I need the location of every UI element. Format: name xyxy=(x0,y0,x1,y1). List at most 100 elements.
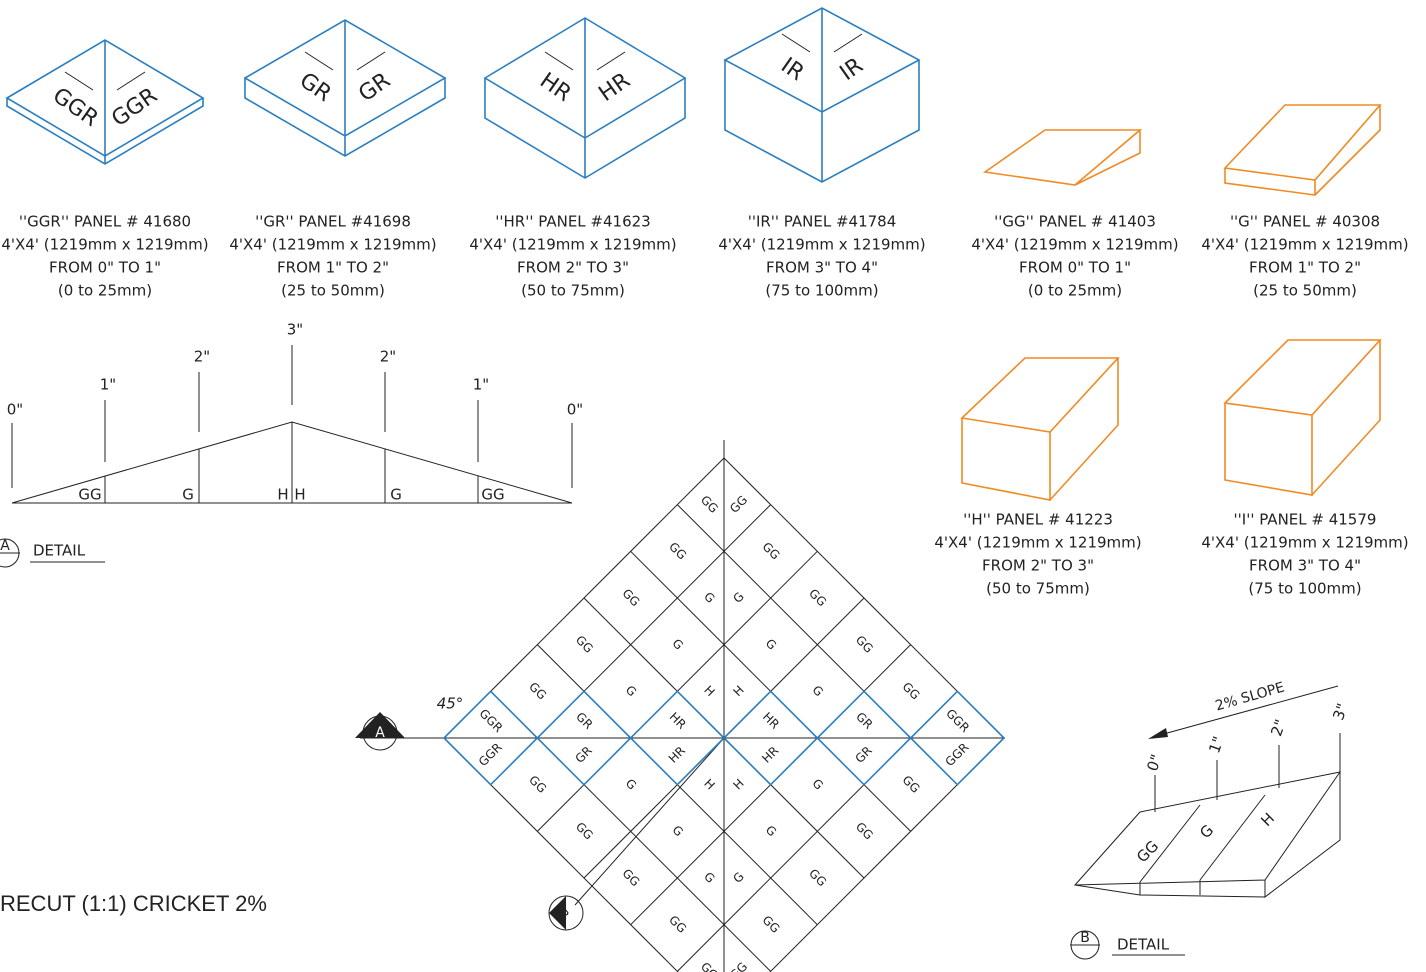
panel-mm: (50 to 75mm) xyxy=(521,282,625,300)
blue-cell xyxy=(816,690,912,786)
arrow xyxy=(356,51,386,71)
panel-range: FROM 3" TO 4" xyxy=(766,259,878,277)
cell-label: G xyxy=(701,869,717,885)
panel-mm: (0 to 25mm) xyxy=(58,282,152,300)
panel-range: FROM 0" TO 1" xyxy=(49,259,161,277)
panel-size: 4'X4' (1219mm x 1219mm) xyxy=(469,236,676,254)
panel-mm: (25 to 50mm) xyxy=(1253,282,1357,300)
cell-label: HR xyxy=(759,744,781,766)
marker-arrow xyxy=(355,712,405,738)
cell-label: GG xyxy=(619,586,642,609)
detail-b-wedge xyxy=(1073,733,1342,899)
panel-mm: (0 to 25mm) xyxy=(1028,282,1122,300)
cell-label: GG xyxy=(759,539,782,562)
height-label: 1" xyxy=(1205,734,1228,756)
cell-label: GGR xyxy=(477,706,506,735)
section-label: GG xyxy=(481,486,504,504)
panel-mark: GGR xyxy=(107,83,162,132)
panel-size: 4'X4' (1219mm x 1219mm) xyxy=(1201,236,1408,254)
cell-label: GG xyxy=(698,493,721,516)
blue-cell xyxy=(722,690,819,786)
cell-label: G xyxy=(669,636,685,652)
panel-range: FROM 3" TO 4" xyxy=(1249,557,1361,575)
cell-label: H xyxy=(701,776,717,792)
panel-size: 4'X4' (1219mm x 1219mm) xyxy=(934,534,1141,552)
gg-icon xyxy=(982,129,1143,186)
panel-icon xyxy=(243,19,447,157)
cell-label: GG xyxy=(526,679,549,702)
arrow xyxy=(833,33,863,53)
height-label: 2" xyxy=(1267,717,1290,739)
arrow xyxy=(596,51,626,71)
panel-size: 4'X4' (1219mm x 1219mm) xyxy=(1,236,208,254)
panel-mm: (75 to 100mm) xyxy=(1248,580,1361,598)
panel-name: ''GR'' PANEL #41698 xyxy=(255,213,411,231)
height-label: 2" xyxy=(380,348,396,366)
cell-label: GG xyxy=(900,773,923,796)
panel-mark: IR xyxy=(776,53,808,86)
cell-label: GG xyxy=(698,959,721,972)
blue-cell xyxy=(629,690,726,786)
section-label: GG xyxy=(78,486,101,504)
cell-label: GG xyxy=(900,679,923,702)
marker-a: A xyxy=(375,725,385,741)
cell-label: GG xyxy=(619,866,642,889)
panel-mark: HR xyxy=(535,68,575,107)
panel-size: 4'X4' (1219mm x 1219mm) xyxy=(718,236,925,254)
slope-label: 2% SLOPE xyxy=(1214,680,1287,715)
section-label: H xyxy=(1257,809,1278,830)
cell-label: GG xyxy=(727,959,750,972)
cell-label: GG xyxy=(666,913,689,936)
arrow xyxy=(64,71,94,91)
blue-cell xyxy=(536,690,632,786)
cell-label: GG xyxy=(727,493,750,516)
panel-size: 4'X4' (1219mm x 1219mm) xyxy=(971,236,1178,254)
cell-label: H xyxy=(731,683,747,699)
panel-mark: GGR xyxy=(48,83,103,132)
panel-range: FROM 0" TO 1" xyxy=(1019,259,1131,277)
cricket-title: RECUT (1:1) CRICKET 2% xyxy=(0,891,267,916)
cell-label: GR xyxy=(572,743,594,765)
cell-label: HR xyxy=(667,710,689,732)
section-label: G xyxy=(1196,821,1217,842)
cell-label: GG xyxy=(666,539,689,562)
cell-label: GR xyxy=(573,709,595,731)
grid-line xyxy=(443,737,679,972)
g-icon xyxy=(1223,104,1382,196)
cell-label: G xyxy=(623,683,639,699)
cell-label: GGR xyxy=(943,706,972,735)
height-label: 1" xyxy=(100,376,116,394)
blue-cell xyxy=(909,690,1006,786)
arrow-head xyxy=(1148,728,1168,739)
cell-label: GG xyxy=(526,773,549,796)
panel-size: 4'X4' (1219mm x 1219mm) xyxy=(1201,534,1408,552)
cell-label: HR xyxy=(666,744,688,766)
cell-label: GR xyxy=(852,743,874,765)
grid-line xyxy=(769,737,1005,972)
section-label: G xyxy=(182,486,194,504)
detail-marker: B xyxy=(1080,930,1090,946)
height-label: 0" xyxy=(567,401,583,419)
cell-label: G xyxy=(730,589,746,605)
blue-cell xyxy=(442,690,539,786)
cell-label: H xyxy=(731,776,747,792)
panel-range: FROM 1" TO 2" xyxy=(1249,259,1361,277)
cell-label: G xyxy=(623,776,639,792)
panel-range: FROM 2" TO 3" xyxy=(982,557,1094,575)
panel-mark: HR xyxy=(595,68,635,107)
cell-label: GGR xyxy=(943,740,972,769)
cell-label: GGR xyxy=(476,740,505,769)
section-label: H xyxy=(277,486,288,504)
panel-icon xyxy=(5,39,205,165)
panel-range: FROM 1" TO 2" xyxy=(277,259,389,277)
cell-label: GG xyxy=(806,866,829,889)
arrow xyxy=(304,51,334,71)
panel-name: ''H'' PANEL # 41223 xyxy=(963,511,1113,529)
cell-label: GR xyxy=(853,709,875,731)
arrow xyxy=(544,51,574,71)
cell-label: GG xyxy=(573,819,596,842)
panel-name: ''GGR'' PANEL # 41680 xyxy=(19,213,191,231)
height-label: 3" xyxy=(287,321,303,339)
panel-name: ''IR'' PANEL #41784 xyxy=(748,213,897,231)
